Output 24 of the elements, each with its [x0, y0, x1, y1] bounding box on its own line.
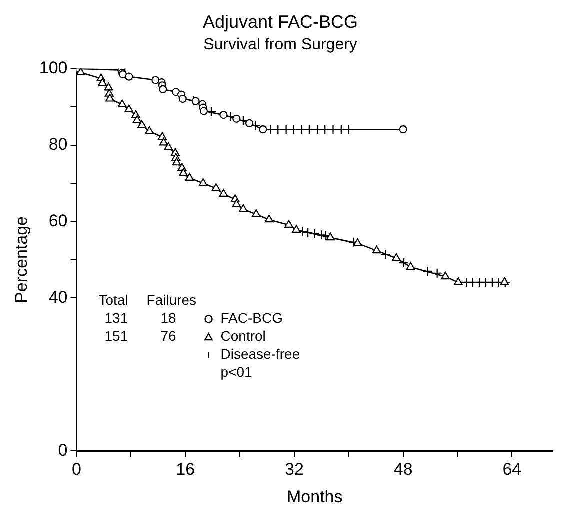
- y-axis-title: Percentage: [12, 216, 31, 304]
- y-tick-label: 100: [39, 58, 68, 78]
- x-tick-label: 0: [72, 460, 82, 480]
- chart-subtitle: Survival from Surgery: [204, 36, 358, 54]
- legend-label: FAC-BCG: [220, 310, 283, 326]
- x-tick-label: 48: [394, 460, 413, 480]
- y-tick-label: 80: [48, 134, 68, 154]
- x-axis-title: Months: [287, 487, 343, 506]
- x-tick-label: 32: [285, 460, 304, 480]
- annotation: Total: [98, 292, 128, 308]
- y-tick-label: 40: [48, 288, 68, 307]
- annotation: 131: [104, 310, 128, 326]
- annotation: Failures: [146, 292, 197, 308]
- x-tick-label: 64: [502, 460, 522, 480]
- chart-title: Adjuvant FAC-BCG: [202, 12, 358, 32]
- annotation: 18: [160, 310, 177, 326]
- annotation: 151: [104, 328, 128, 344]
- annotation: p<01: [220, 364, 253, 380]
- annotation: 76: [160, 328, 177, 344]
- x-tick-label: 16: [176, 460, 196, 480]
- legend-label: Control: [220, 328, 266, 344]
- y-tick-label: 0: [58, 440, 68, 460]
- legend-label: Disease-free: [220, 346, 300, 362]
- y-tick-label: 60: [48, 211, 68, 230]
